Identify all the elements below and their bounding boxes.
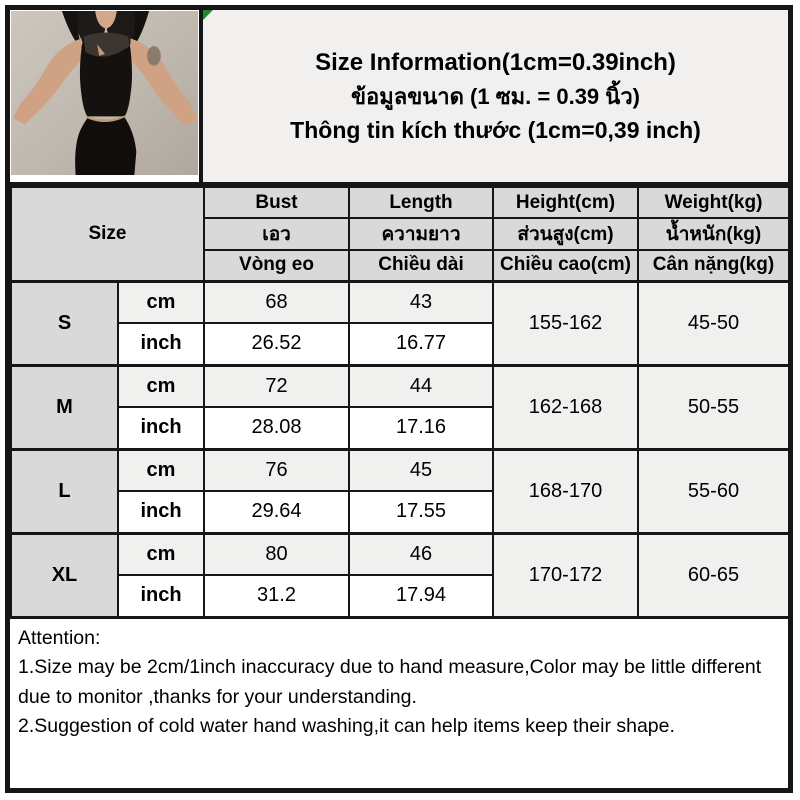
- s-bust-cm: 68: [203, 279, 350, 324]
- header-row-th: เอว ความยาว ส่วนสูง(cm) น้ำหนัก(kg): [11, 217, 790, 251]
- title-thai: ข้อมูลขนาด (1 ซม. = 0.39 นิ้ว): [350, 83, 640, 109]
- m-weight: 50-55: [637, 363, 790, 450]
- attention-title: Attention:: [18, 626, 101, 649]
- header-weight-th: น้ำหนัก(kg): [637, 217, 790, 251]
- header-length-en: Length: [348, 186, 494, 219]
- l-length-inch: 17.55: [348, 490, 494, 534]
- s-weight: 45-50: [637, 279, 790, 366]
- attention-note-2: 2.Suggestion of cold water hand washing,…: [18, 715, 675, 738]
- header-length-th: ความยาว: [348, 217, 494, 251]
- header-height-vi: Chiều cao(cm): [492, 249, 639, 282]
- table-row: L cm 76 45 168-170 55-60: [10, 447, 790, 534]
- table-row: inch 28.08 17.16: [11, 406, 789, 450]
- table-row: XL cm 80 46 170-172 60-65: [10, 531, 790, 618]
- m-bust-inch: 28.08: [203, 406, 350, 450]
- outer-frame: Size Information(1cm=0.39inch) ข้อมูลขนา…: [5, 5, 793, 793]
- table-row: inch 29.64 17.55: [11, 490, 789, 534]
- l-length-cm: 45: [348, 447, 494, 492]
- l-weight: 55-60: [637, 447, 790, 534]
- s-height: 155-162: [492, 279, 639, 366]
- title-vietnamese: Thông tin kích thước (1cm=0,39 inch): [290, 116, 701, 143]
- size-l-label: L: [10, 447, 119, 534]
- xl-length-inch: 17.94: [348, 574, 494, 618]
- header-weight-vi: Cân nặng(kg): [637, 249, 790, 282]
- xl-length-cm: 46: [348, 531, 494, 576]
- m-bust-cm: 72: [203, 363, 350, 408]
- header-bust-vi: Vòng eo: [203, 249, 350, 282]
- table-row: S cm 68 43 155-162 45-50: [10, 279, 790, 366]
- header-row-en: Size Bust Length Height(cm) Weight(kg): [10, 186, 790, 282]
- unit-cm-label: cm: [117, 447, 205, 492]
- unit-inch-label: inch: [117, 574, 205, 618]
- product-photo: [11, 11, 198, 175]
- s-length-inch: 16.77: [348, 322, 494, 366]
- m-length-cm: 44: [348, 363, 494, 408]
- xl-weight: 60-65: [637, 531, 790, 618]
- l-bust-inch: 29.64: [203, 490, 350, 534]
- l-height: 168-170: [492, 447, 639, 534]
- m-length-inch: 17.16: [348, 406, 494, 450]
- table-row: inch 31.2 17.94: [11, 574, 789, 618]
- unit-inch-label: inch: [117, 490, 205, 534]
- size-header: Size: [10, 186, 205, 282]
- unit-inch-label: inch: [117, 406, 205, 450]
- xl-bust-inch: 31.2: [203, 574, 350, 618]
- header-weight-en: Weight(kg): [637, 186, 790, 219]
- m-height: 162-168: [492, 363, 639, 450]
- l-bust-cm: 76: [203, 447, 350, 492]
- product-photo-cell: [10, 10, 203, 182]
- header-bust-th: เอว: [203, 217, 350, 251]
- header-height-en: Height(cm): [492, 186, 639, 219]
- attention-note-1: 1.Size may be 2cm/1inch inaccuracy due t…: [18, 656, 762, 708]
- title-cell: Size Information(1cm=0.39inch) ข้อมูลขนา…: [203, 10, 788, 182]
- title-english: Size Information(1cm=0.39inch): [315, 48, 676, 76]
- header-height-th: ส่วนสูง(cm): [492, 217, 639, 251]
- size-table: Size Bust Length Height(cm) Weight(kg) เ…: [10, 186, 790, 619]
- table-row: inch 26.52 16.77: [11, 322, 789, 366]
- header-length-vi: Chiều dài: [348, 249, 494, 282]
- xl-bust-cm: 80: [203, 531, 350, 576]
- attention-section: Attention: 1.Size may be 2cm/1inch inacc…: [10, 618, 788, 788]
- size-xl-label: XL: [10, 531, 119, 618]
- table-row: M cm 72 44 162-168 50-55: [10, 363, 790, 450]
- green-corner-icon: [203, 10, 213, 20]
- xl-height: 170-172: [492, 531, 639, 618]
- s-length-cm: 43: [348, 279, 494, 324]
- unit-cm-label: cm: [117, 363, 205, 408]
- unit-inch-label: inch: [117, 322, 205, 366]
- size-s-label: S: [10, 279, 119, 366]
- size-m-label: M: [10, 363, 119, 450]
- top-section: Size Information(1cm=0.39inch) ข้อมูลขนา…: [10, 10, 788, 186]
- header-row-vi: Vòng eo Chiều dài Chiều cao(cm) Cân nặng…: [11, 249, 790, 282]
- unit-cm-label: cm: [117, 279, 205, 324]
- s-bust-inch: 26.52: [203, 322, 350, 366]
- unit-cm-label: cm: [117, 531, 205, 576]
- header-bust-en: Bust: [203, 186, 350, 219]
